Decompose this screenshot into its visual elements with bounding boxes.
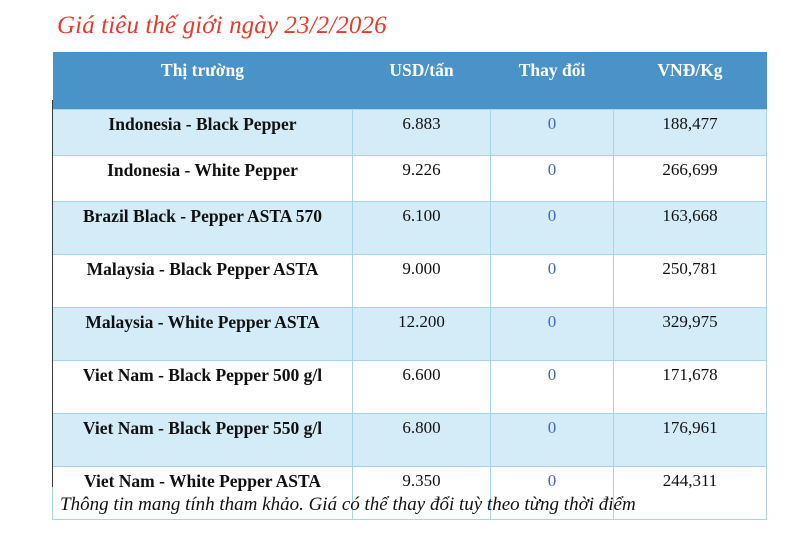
column-header-change: Thay đổi: [490, 52, 614, 110]
cell-market: Viet Nam - Black Pepper 550 g/l: [52, 413, 353, 467]
cell-change: 0: [490, 155, 614, 202]
column-header-market: Thị trường: [52, 52, 353, 110]
cell-vnd: 250,781: [613, 254, 767, 308]
cell-usd: 9.226: [352, 155, 491, 202]
table-row: Indonesia - White Pepper 9.226 0 266,699: [52, 155, 767, 202]
cell-vnd: 266,699: [613, 155, 767, 202]
cell-usd: 6.600: [352, 360, 491, 414]
pepper-price-table: Thị trường USD/tấn Thay đổi VNĐ/Kg Indon…: [52, 52, 767, 520]
cell-usd: 6.800: [352, 413, 491, 467]
cell-vnd: 329,975: [613, 307, 767, 361]
cell-vnd: 176,961: [613, 413, 767, 467]
cell-market: Viet Nam - Black Pepper 500 g/l: [52, 360, 353, 414]
cell-market: Malaysia - White Pepper ASTA: [52, 307, 353, 361]
cell-vnd: 171,678: [613, 360, 767, 414]
table-row: Malaysia - White Pepper ASTA 12.200 0 32…: [52, 307, 767, 361]
cell-market: Malaysia - Black Pepper ASTA: [52, 254, 353, 308]
cell-change: 0: [490, 413, 614, 467]
cell-change: 0: [490, 254, 614, 308]
table-body: Indonesia - Black Pepper 6.883 0 188,477…: [52, 109, 767, 520]
cell-market: Viet Nam - White Pepper ASTA: [52, 466, 353, 520]
cell-usd: 6.883: [352, 109, 491, 156]
page-title: Giá tiêu thế giới ngày 23/2/2026: [57, 12, 387, 39]
table-header-row: Thị trường USD/tấn Thay đổi VNĐ/Kg: [52, 52, 767, 110]
table-row: Brazil Black - Pepper ASTA 570 6.100 0 1…: [52, 201, 767, 255]
column-header-vnd: VNĐ/Kg: [613, 52, 767, 110]
cell-usd: 12.200: [352, 307, 491, 361]
cell-vnd: 163,668: [613, 201, 767, 255]
pepper-price-table-wrapper: Thị trường USD/tấn Thay đổi VNĐ/Kg Indon…: [52, 52, 767, 520]
cell-usd: 9.000: [352, 254, 491, 308]
disclaimer-note: Thông tin mang tính tham khảo. Giá có th…: [60, 494, 636, 515]
cell-change: 0: [490, 466, 614, 520]
cell-change: 0: [490, 109, 614, 156]
cell-market: Brazil Black - Pepper ASTA 570: [52, 201, 353, 255]
cell-change: 0: [490, 307, 614, 361]
cell-usd: 6.100: [352, 201, 491, 255]
cell-market: Indonesia - Black Pepper: [52, 109, 353, 156]
table-row: Viet Nam - Black Pepper 500 g/l 6.600 0 …: [52, 360, 767, 414]
table-row: Viet Nam - White Pepper ASTA 9.350 0 244…: [52, 466, 767, 520]
cell-change: 0: [490, 360, 614, 414]
cell-vnd: 244,311: [613, 466, 767, 520]
table-row: Indonesia - Black Pepper 6.883 0 188,477: [52, 109, 767, 156]
table-left-edge-rule: [52, 100, 53, 487]
cell-market: Indonesia - White Pepper: [52, 155, 353, 202]
table-row: Viet Nam - Black Pepper 550 g/l 6.800 0 …: [52, 413, 767, 467]
table-row: Malaysia - Black Pepper ASTA 9.000 0 250…: [52, 254, 767, 308]
cell-vnd: 188,477: [613, 109, 767, 156]
cell-change: 0: [490, 201, 614, 255]
table-header: Thị trường USD/tấn Thay đổi VNĐ/Kg: [52, 52, 767, 110]
column-header-usd: USD/tấn: [352, 52, 491, 110]
